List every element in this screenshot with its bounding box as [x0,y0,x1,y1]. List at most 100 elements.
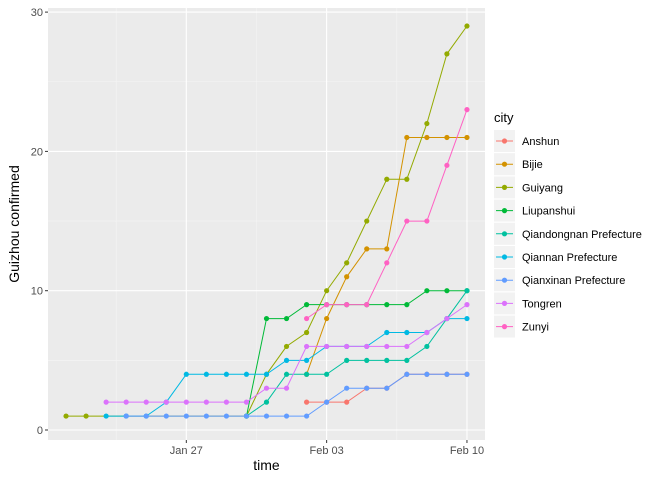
x-axis-title: time [253,457,280,473]
legend-key-point [501,208,508,214]
data-point [263,315,270,322]
legend-label: Zunyi [522,322,549,334]
data-point [303,413,310,419]
data-point [143,399,149,405]
data-point [404,134,410,141]
data-point [444,288,450,294]
legend-item: Anshun [494,130,559,152]
series-tongren [103,302,470,405]
legend-key-point [501,277,508,283]
data-point [223,371,230,377]
data-point [303,343,310,350]
legend-title: city [494,110,514,125]
data-point [404,218,410,224]
data-point [283,315,290,322]
legend-key-point [501,138,508,144]
data-point [424,218,430,224]
data-point [123,399,129,405]
data-point [203,371,209,377]
data-point [283,343,290,350]
data-point [404,302,410,308]
data-point [364,246,370,252]
data-point [344,343,350,350]
data-point [424,120,430,127]
data-point [263,413,270,419]
legend-key-point [501,300,508,306]
data-point [183,371,189,377]
data-point [464,288,470,294]
data-point [384,385,390,391]
data-point [243,399,250,405]
data-point [464,134,470,141]
data-point [324,371,330,377]
data-point [444,134,450,141]
data-point [263,385,270,391]
legend-label: Tongren [522,298,562,310]
data-point [444,371,450,377]
x-tick-label: Feb 03 [310,445,344,457]
legend-label: Liupanshui [522,206,575,218]
legend-item: Tongren [494,292,562,315]
y-tick-label: 30 [31,7,43,19]
data-point [384,343,390,350]
legend-key-point [501,254,508,260]
legend-item: Guiyang [494,176,563,199]
legend-key-point [501,324,508,330]
data-point [384,329,390,336]
data-point [203,399,209,405]
data-point [103,399,109,405]
data-point [344,260,350,266]
x-tick-label: Jan 27 [170,445,203,457]
data-point [243,413,250,419]
data-point [163,399,169,405]
series-line [246,290,468,417]
data-point [223,399,230,405]
data-point [404,343,410,350]
data-point [263,371,270,377]
y-axis: 0 10 20 30 [31,7,48,437]
data-point [123,413,129,419]
data-point [424,343,430,350]
data-point [324,343,330,350]
data-point [384,357,390,363]
data-point [344,274,350,280]
data-point [424,329,430,336]
data-point [223,413,230,419]
series-line [126,373,467,417]
data-point [324,288,330,294]
y-tick-label: 0 [37,425,43,437]
legend-item: Bijie [494,153,543,176]
legend-key-point [501,161,508,167]
data-point [404,357,410,363]
series-qianxinan-prefecture [123,371,470,419]
data-point [384,246,390,252]
legend-key-point [501,184,508,190]
data-point [384,176,390,182]
legend-items: Anshun Bijie Guiyang Liupanshui Qiandongnan … [494,130,642,338]
data-point [263,399,270,405]
data-point [303,399,310,405]
legend-key-point [501,231,508,237]
legend-item: Qiannan Prefecture [494,246,617,268]
data-point [364,218,370,224]
y-tick-label: 10 [31,286,43,298]
legend-label: Qianxinan Prefecture [522,275,625,287]
data-point [344,302,350,308]
legend-label: Anshun [522,136,559,148]
data-point [364,385,370,391]
data-point [444,162,450,168]
data-point [283,371,290,377]
data-point [464,302,470,308]
data-point [324,399,330,405]
data-point [384,260,390,266]
data-point [344,357,350,363]
series-zunyi [303,107,470,322]
data-point [444,51,450,57]
minor-gridlines [48,8,485,440]
series-line [66,25,468,417]
data-point [364,343,370,350]
data-point [384,302,390,308]
data-point [303,357,310,363]
data-point [63,413,69,419]
